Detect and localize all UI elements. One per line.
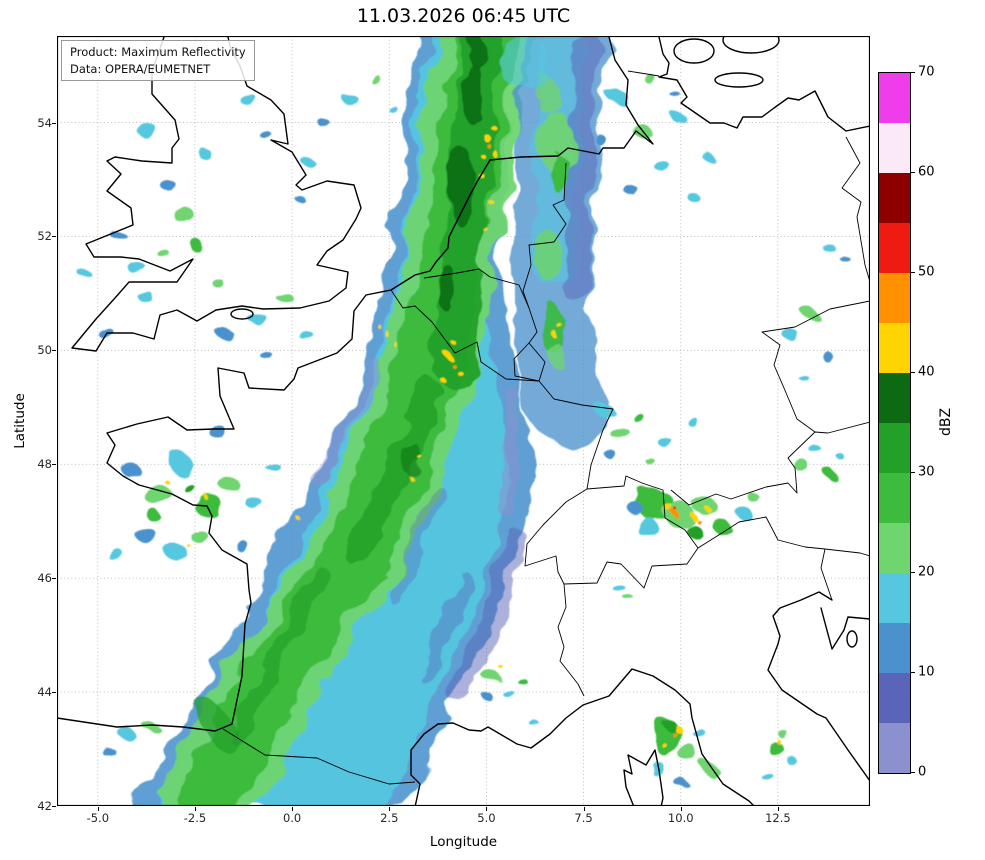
x-tick-mark	[97, 807, 99, 811]
coast-zealand	[722, 36, 780, 54]
border-austria-slovenia	[824, 548, 870, 557]
x-tick-mark	[194, 807, 196, 811]
colorbar-label: dBZ	[938, 407, 954, 437]
x-tick-mark	[389, 807, 391, 811]
border-germany-denmark	[627, 70, 660, 77]
colorbar-tick-mark	[911, 772, 915, 773]
y-tick-mark	[52, 692, 56, 694]
colorbar-segment	[879, 123, 910, 173]
y-tick-label: 50	[37, 343, 52, 358]
x-tick-mark	[292, 807, 294, 811]
colorbar-tick-mark	[911, 172, 915, 173]
border-germany-austria	[670, 421, 870, 506]
y-tick-mark	[52, 806, 56, 807]
colorbar	[878, 72, 911, 774]
x-tick-label: -2.5	[183, 811, 207, 825]
colorbar-tick-label: 50	[918, 264, 935, 280]
x-tick-label: 5.0	[477, 811, 496, 825]
x-tick-mark	[680, 807, 682, 811]
coast-adriatic	[767, 591, 870, 782]
coast-istria	[820, 607, 870, 650]
precipitation-layer	[81, 36, 852, 806]
y-tick-label: 44	[37, 685, 52, 700]
colorbar-tick-label: 70	[918, 64, 935, 80]
coast-isle-of-wight	[230, 308, 254, 320]
colorbar-segment	[879, 573, 910, 623]
x-tick-mark	[486, 807, 488, 811]
coast-great-britain	[71, 36, 362, 352]
colorbar-segment	[879, 723, 910, 773]
coast-mediterranean	[410, 668, 755, 806]
colorbar-segment	[879, 223, 910, 273]
colorbar-tick-label: 20	[918, 564, 935, 580]
data-source-label: Data: OPERA/EUMETNET	[70, 61, 211, 76]
border-germany-czech	[761, 300, 870, 433]
x-axis-label: Longitude	[429, 834, 498, 850]
colorbar-segment	[879, 273, 910, 323]
country-border-layer	[222, 70, 870, 785]
coast-continent-west	[57, 36, 654, 732]
border-france-spain	[222, 728, 416, 785]
x-tick-label: 10.0	[667, 811, 694, 825]
info-box: Product: Maximum Reflectivity Data: OPER…	[61, 40, 255, 82]
y-tick-label: 48	[37, 457, 52, 472]
colorbar-tick-mark	[911, 372, 915, 373]
border-germany-poland	[841, 136, 870, 283]
map-svg	[57, 36, 870, 806]
coast-denmark-baltic	[658, 36, 870, 132]
colorbar-segment	[879, 73, 910, 123]
x-tick-label: 7.5	[574, 811, 593, 825]
colorbar-segment	[879, 523, 910, 573]
colorbar-segment	[879, 673, 910, 723]
y-tick-mark	[52, 578, 56, 580]
y-tick-mark	[52, 236, 56, 238]
plot-frame	[57, 36, 870, 806]
coastline-layer	[57, 36, 870, 806]
border-netherlands-germany	[522, 162, 567, 309]
colorbar-tick-mark	[911, 472, 915, 473]
colorbar-segment	[879, 323, 910, 373]
y-tick-label: 54	[37, 115, 52, 130]
colorbar-segment	[879, 173, 910, 223]
y-axis-label: Latitude	[12, 393, 28, 449]
map-plot-area: Product: Maximum Reflectivity Data: OPER…	[57, 36, 870, 806]
y-tick-label: 46	[37, 571, 52, 586]
border-switzerland	[563, 475, 699, 589]
coast-funen	[673, 38, 715, 64]
plot-title: 11.03.2026 06:45 UTC	[356, 5, 571, 27]
colorbar-tick-label: 40	[918, 364, 935, 380]
colorbar-tick-mark	[911, 672, 915, 673]
y-tick-label: 52	[37, 229, 52, 244]
x-tick-label: 12.5	[765, 811, 791, 825]
colorbar-tick-mark	[911, 572, 915, 573]
colorbar-segment	[879, 423, 910, 473]
y-tick-mark	[52, 350, 56, 352]
colorbar-segment	[879, 473, 910, 523]
y-tick-mark	[52, 464, 56, 466]
colorbar-tick-label: 60	[918, 164, 935, 180]
colorbar-tick-mark	[911, 72, 915, 73]
colorbar-tick-label: 30	[918, 464, 935, 480]
colorbar-tick-mark	[911, 272, 915, 273]
y-tick-mark	[52, 122, 56, 124]
x-tick-mark	[583, 807, 585, 811]
border-luxembourg	[513, 342, 540, 382]
colorbar-tick-label: 0	[918, 764, 927, 780]
coast-corsica	[623, 749, 664, 806]
colorbar-segment	[879, 373, 910, 423]
product-label: Product: Maximum Reflectivity	[70, 45, 246, 59]
x-tick-label: -5.0	[86, 811, 110, 825]
coast-lolland	[714, 72, 764, 88]
border-france-east	[390, 289, 614, 697]
border-austria-italy	[697, 516, 833, 601]
y-tick-label: 42	[37, 799, 52, 813]
border-belgium-netherlands	[423, 268, 530, 309]
colorbar-segment	[879, 623, 910, 673]
x-tick-mark	[777, 807, 779, 811]
x-tick-label: 2.5	[380, 811, 399, 825]
x-tick-label: 0.0	[282, 811, 302, 825]
colorbar-tick-label: 10	[918, 664, 935, 680]
coast-krk-island	[846, 630, 858, 648]
